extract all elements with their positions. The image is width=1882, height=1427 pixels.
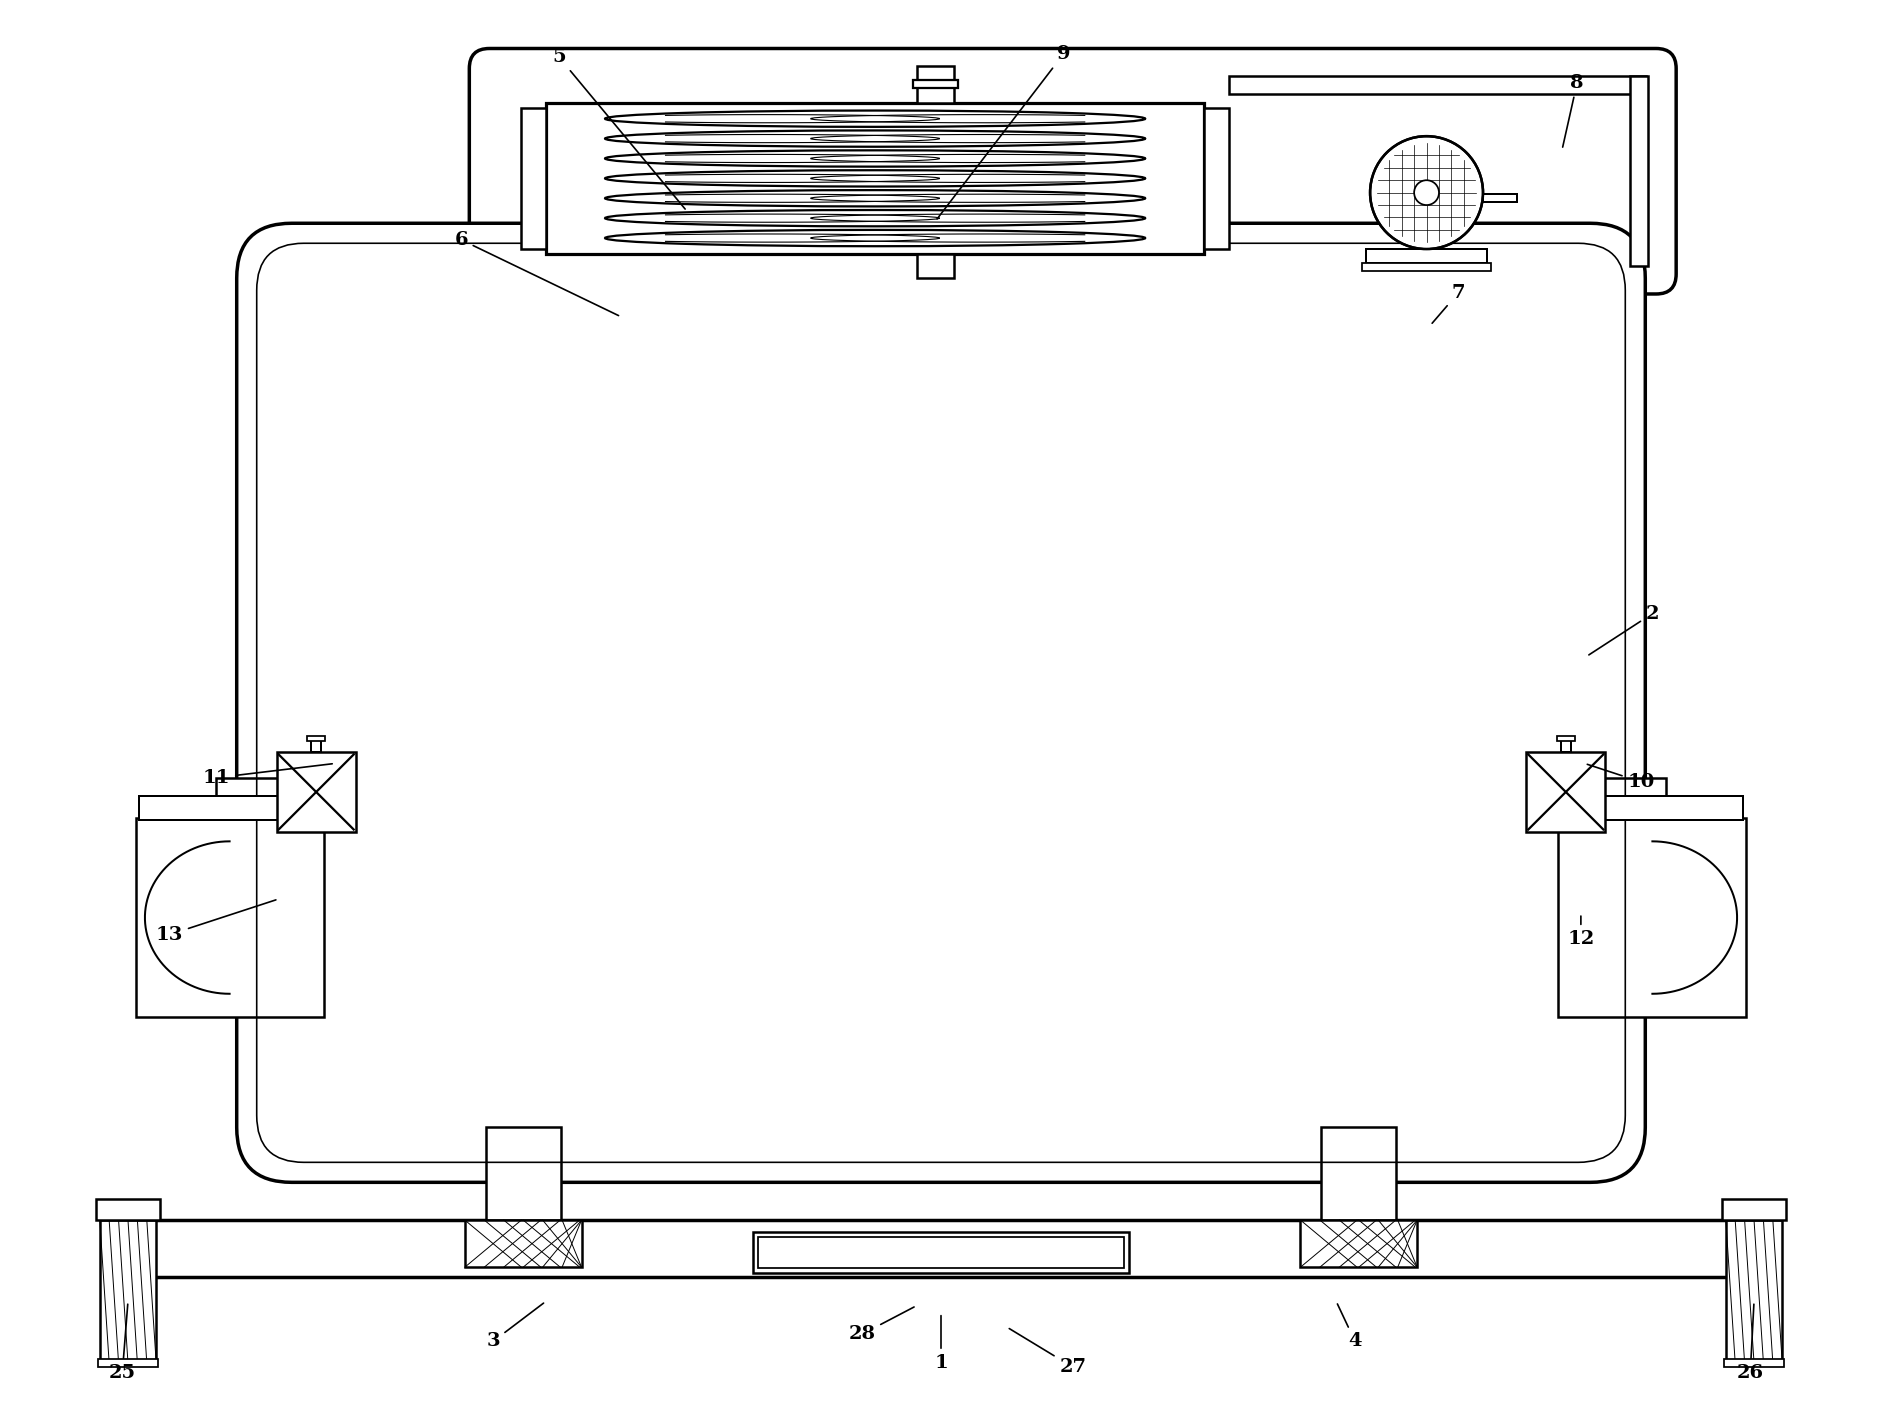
Ellipse shape bbox=[604, 130, 1144, 147]
Text: 5: 5 bbox=[551, 49, 685, 210]
Text: 10: 10 bbox=[1587, 765, 1654, 791]
Text: 2: 2 bbox=[1588, 605, 1660, 655]
Text: 3: 3 bbox=[486, 1303, 544, 1350]
Text: 27: 27 bbox=[1009, 1329, 1086, 1376]
Text: 11: 11 bbox=[203, 763, 333, 786]
Bar bbox=[1300, 1220, 1417, 1267]
Text: 9: 9 bbox=[937, 46, 1071, 218]
Circle shape bbox=[1413, 180, 1440, 205]
Text: 7: 7 bbox=[1432, 284, 1466, 324]
Ellipse shape bbox=[604, 150, 1144, 167]
Text: 8: 8 bbox=[1562, 74, 1585, 147]
Bar bbox=[917, 254, 954, 278]
Ellipse shape bbox=[604, 190, 1144, 207]
Ellipse shape bbox=[604, 170, 1144, 187]
Bar bbox=[1321, 1127, 1396, 1220]
Bar bbox=[913, 80, 958, 88]
Bar bbox=[1363, 264, 1491, 271]
Bar bbox=[98, 1359, 158, 1367]
Ellipse shape bbox=[604, 230, 1144, 247]
Bar bbox=[1590, 778, 1666, 806]
Text: 26: 26 bbox=[1737, 1304, 1763, 1381]
Bar bbox=[1726, 1220, 1782, 1363]
Bar bbox=[1560, 741, 1571, 752]
Bar bbox=[753, 1232, 1129, 1273]
Ellipse shape bbox=[604, 210, 1144, 227]
Text: 28: 28 bbox=[849, 1307, 915, 1343]
Text: 4: 4 bbox=[1338, 1304, 1363, 1350]
Bar bbox=[1229, 77, 1647, 94]
Bar bbox=[1630, 77, 1649, 265]
Bar bbox=[917, 67, 954, 103]
Bar bbox=[216, 778, 292, 806]
Text: 1: 1 bbox=[933, 1316, 949, 1371]
Bar bbox=[465, 1220, 582, 1267]
Bar bbox=[1483, 194, 1517, 203]
Bar bbox=[1366, 250, 1487, 264]
Bar bbox=[1724, 1359, 1784, 1367]
Bar bbox=[136, 818, 324, 1017]
Bar bbox=[1556, 736, 1575, 742]
Ellipse shape bbox=[604, 110, 1144, 127]
FancyBboxPatch shape bbox=[237, 223, 1645, 1183]
Bar bbox=[96, 1199, 160, 1220]
Text: 6: 6 bbox=[454, 231, 619, 315]
Bar bbox=[277, 752, 356, 832]
Bar bbox=[1558, 818, 1746, 1017]
Bar bbox=[1722, 1199, 1786, 1220]
Bar bbox=[100, 1220, 156, 1363]
Bar bbox=[1562, 796, 1743, 819]
Text: 13: 13 bbox=[156, 900, 277, 943]
Bar bbox=[307, 736, 326, 742]
Text: 12: 12 bbox=[1568, 916, 1594, 948]
Bar bbox=[122, 1220, 1760, 1277]
Bar bbox=[139, 796, 320, 819]
Bar bbox=[486, 1127, 561, 1220]
Bar bbox=[758, 1237, 1124, 1267]
Circle shape bbox=[1370, 136, 1483, 250]
Bar bbox=[311, 741, 322, 752]
FancyBboxPatch shape bbox=[469, 49, 1677, 294]
Bar bbox=[1526, 752, 1605, 832]
Text: 25: 25 bbox=[109, 1304, 136, 1381]
Bar bbox=[546, 103, 1204, 254]
Bar bbox=[1204, 108, 1229, 248]
Bar bbox=[521, 108, 546, 248]
